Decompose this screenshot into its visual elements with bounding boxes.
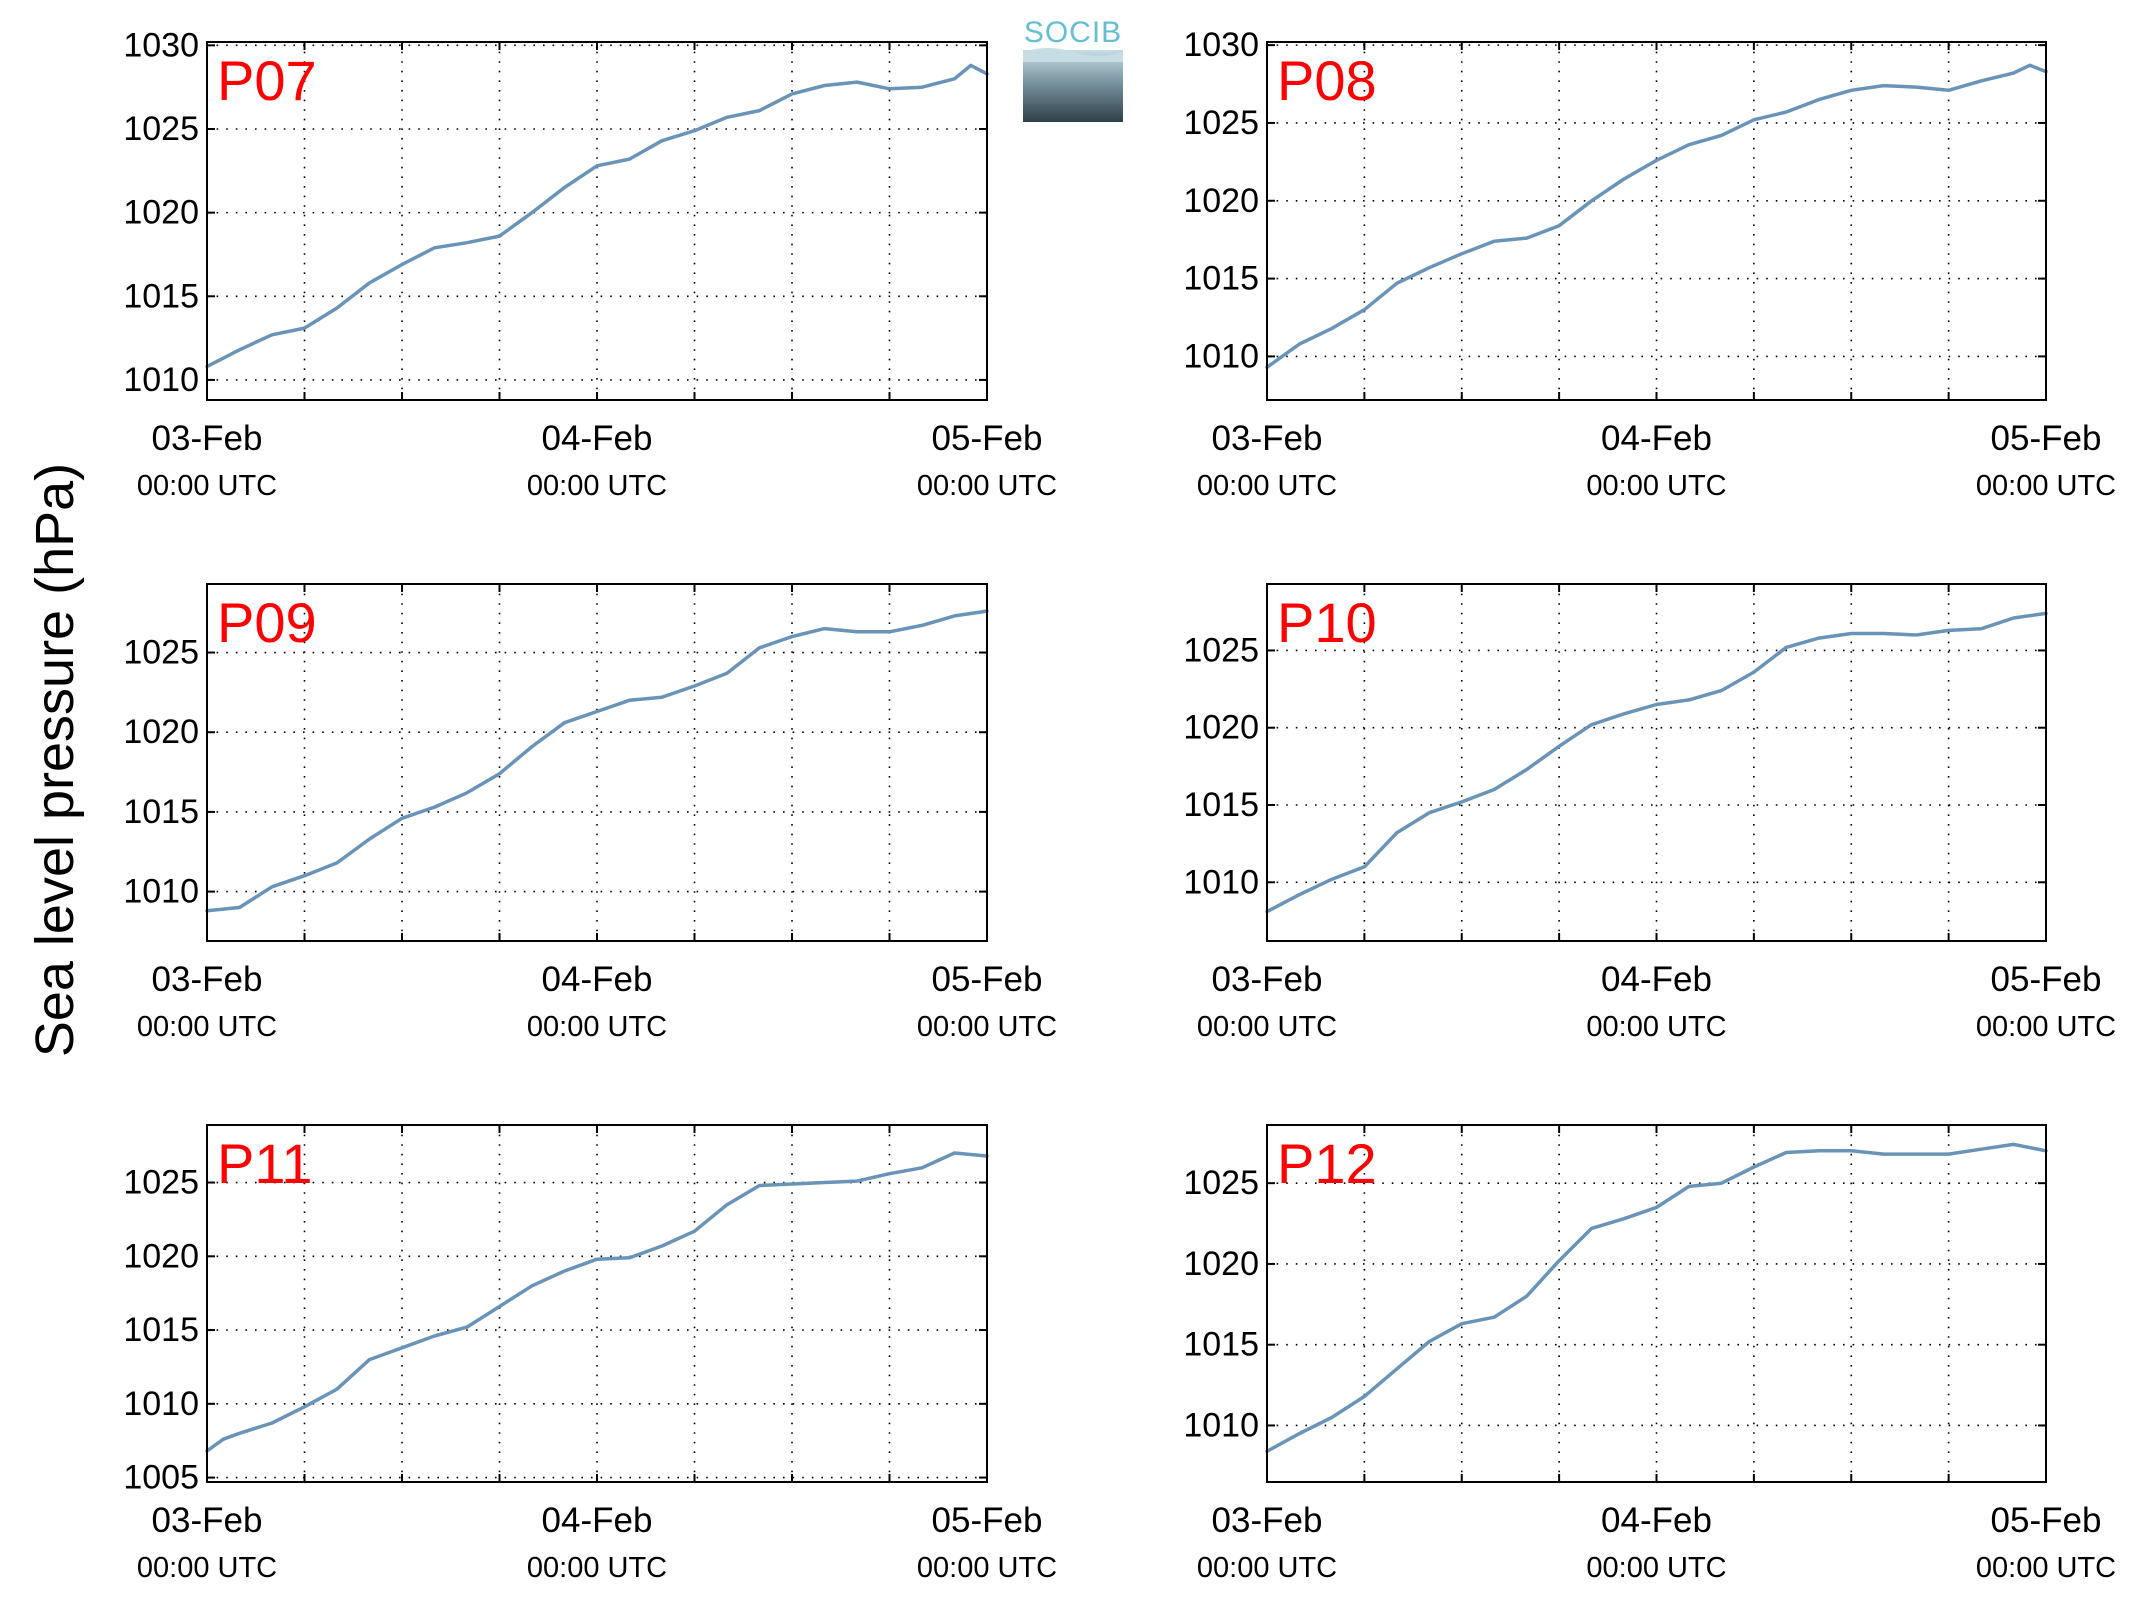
x-tick-label-time: 00:00 UTC — [1197, 470, 1337, 502]
panel-label: P08 — [1277, 49, 1377, 112]
series-line — [1265, 611, 2048, 914]
x-tick-label-date: 05-Feb — [932, 1501, 1043, 1540]
y-tick-label: 1030 — [1183, 26, 1259, 64]
y-tick-label: 1015 — [123, 1311, 199, 1349]
x-tick-label-time: 00:00 UTC — [917, 470, 1057, 502]
x-tick-label-time: 00:00 UTC — [137, 470, 277, 502]
axes-frame — [1266, 1124, 2047, 1483]
x-tick-label-time: 00:00 UTC — [1976, 470, 2116, 502]
x-tick-label-time: 00:00 UTC — [137, 1552, 277, 1584]
y-tick-label: 1020 — [123, 1237, 199, 1275]
y-axis-label-text: Sea level pressure (hPa) — [25, 462, 85, 1058]
x-tick-label-time: 00:00 UTC — [527, 1011, 667, 1043]
y-tick-label: 1025 — [123, 634, 199, 672]
x-tick-label-time: 00:00 UTC — [527, 470, 667, 502]
x-tick-label-date: 04-Feb — [1601, 1501, 1712, 1540]
x-tick-label-date: 05-Feb — [1991, 419, 2102, 458]
x-tick-label-time: 00:00 UTC — [1197, 1011, 1337, 1043]
logo-wave-box — [1023, 50, 1123, 122]
x-tick-label-time: 00:00 UTC — [1197, 1552, 1337, 1584]
x-tick-label-date: 05-Feb — [932, 419, 1043, 458]
y-tick-label: 1025 — [123, 1164, 199, 1202]
x-tick-label-date: 05-Feb — [932, 960, 1043, 999]
axes-frame — [1266, 41, 2047, 401]
x-tick-label-date: 03-Feb — [1212, 960, 1323, 999]
panel-label: P12 — [1277, 1132, 1377, 1195]
x-tick-label-time: 00:00 UTC — [527, 1552, 667, 1584]
x-tick-label-time: 00:00 UTC — [1586, 1011, 1726, 1043]
y-tick-label: 1025 — [1183, 631, 1259, 669]
panel-p07: 1010 1015 1020 1025 1030 03-Feb 00:00 UTC 04-Fe… — [123, 26, 1057, 502]
x-tick-label-date: 04-Feb — [1601, 419, 1712, 458]
panel-label: P11 — [217, 1132, 312, 1195]
y-tick-label: 1020 — [1183, 709, 1259, 747]
x-tick-label-date: 05-Feb — [1991, 960, 2102, 999]
y-tick-label: 1015 — [1183, 786, 1259, 824]
logo-wave-icon — [1023, 48, 1123, 62]
panel-p11: 1005 1010 1015 1020 1025 03-Feb 00:00 UTC 04-Fe… — [123, 1124, 1057, 1584]
axes-frame — [206, 41, 988, 401]
y-tick-label: 1005 — [123, 1459, 199, 1497]
axes-frame — [206, 583, 988, 942]
logo-text: SOCIB — [1023, 16, 1123, 49]
x-tick-label-time: 00:00 UTC — [1586, 1552, 1726, 1584]
y-tick-label: 1010 — [1183, 1406, 1259, 1444]
y-tick-label: 1010 — [123, 361, 199, 399]
x-tick-label-time: 00:00 UTC — [137, 1011, 277, 1043]
y-tick-label: 1025 — [123, 110, 199, 148]
x-tick-label-time: 00:00 UTC — [1976, 1552, 2116, 1584]
y-tick-label: 1020 — [123, 194, 199, 232]
y-tick-label: 1015 — [123, 277, 199, 315]
panel-p08: 1010 1015 1020 1025 1030 03-Feb 00:00 UTC 04-Fe… — [1183, 26, 2116, 502]
axes-frame — [1266, 583, 2047, 942]
panel-p09: 1010 1015 1020 1025 03-Feb 00:00 UTC 04-Feb 00:… — [123, 583, 1057, 1043]
panel-label: P07 — [217, 49, 317, 112]
panel-p10: 1010 1015 1020 1025 03-Feb 00:00 UTC 04-Feb 00:… — [1183, 583, 2116, 1043]
x-tick-label-date: 04-Feb — [542, 1501, 653, 1540]
y-tick-label: 1010 — [123, 873, 199, 911]
x-tick-label-time: 00:00 UTC — [1976, 1011, 2116, 1043]
y-tick-label: 1025 — [1183, 104, 1259, 142]
y-tick-label: 1010 — [123, 1385, 199, 1423]
panel-p12: 1010 1015 1020 1025 03-Feb 00:00 UTC 04-Feb 00:… — [1183, 1124, 2116, 1584]
socib-logo: SOCIB — [1023, 16, 1123, 122]
y-tick-label: 1010 — [1183, 337, 1259, 375]
series-line — [1265, 63, 2048, 370]
y-tick-label: 1010 — [1183, 863, 1259, 901]
y-tick-label: 1015 — [1183, 1326, 1259, 1364]
series-line — [205, 1151, 989, 1453]
y-tick-label: 1020 — [123, 713, 199, 751]
y-tick-label: 1020 — [1183, 182, 1259, 220]
x-tick-label-time: 00:00 UTC — [917, 1011, 1057, 1043]
series-line — [205, 63, 989, 369]
x-tick-label-date: 04-Feb — [542, 419, 653, 458]
x-tick-label-date: 04-Feb — [542, 960, 653, 999]
x-tick-label-date: 03-Feb — [152, 960, 263, 999]
y-tick-label: 1025 — [1183, 1164, 1259, 1202]
series-line — [1265, 1142, 2048, 1454]
x-tick-label-date: 03-Feb — [152, 419, 263, 458]
x-tick-label-date: 03-Feb — [152, 1501, 263, 1540]
y-tick-label: 1020 — [1183, 1245, 1259, 1283]
x-tick-label-date: 03-Feb — [1212, 1501, 1323, 1540]
y-tick-label: 1015 — [1183, 260, 1259, 298]
x-tick-label-date: 03-Feb — [1212, 419, 1323, 458]
panel-label: P09 — [217, 591, 317, 654]
y-tick-label: 1030 — [123, 26, 199, 64]
y-tick-label: 1015 — [123, 793, 199, 831]
x-tick-label-time: 00:00 UTC — [1586, 470, 1726, 502]
x-tick-label-date: 04-Feb — [1601, 960, 1712, 999]
panel-label: P10 — [1277, 591, 1377, 654]
x-tick-label-date: 05-Feb — [1991, 1501, 2102, 1540]
series-line — [205, 609, 989, 913]
x-tick-label-time: 00:00 UTC — [917, 1552, 1057, 1584]
